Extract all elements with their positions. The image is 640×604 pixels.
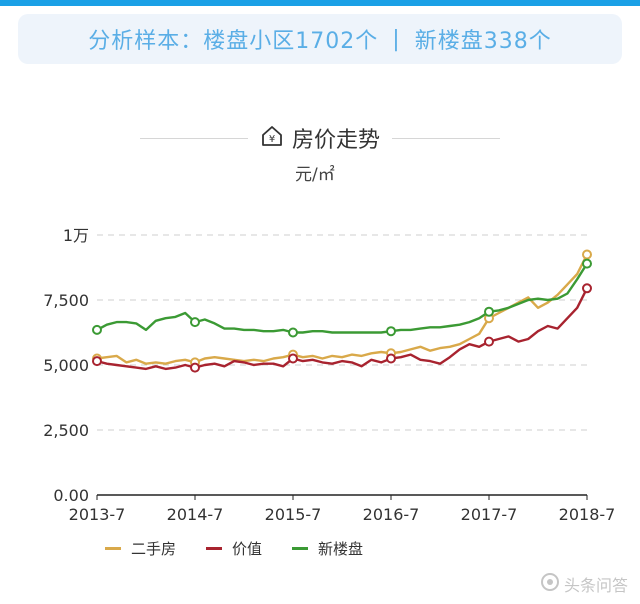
chart-header: ¥ 房价走势 [140, 118, 501, 158]
series-point-1 [288, 353, 298, 364]
series-point-1 [484, 336, 494, 347]
legend-label-second-hand: 二手房 [131, 539, 177, 558]
legend-item-value: 价值 [206, 538, 262, 559]
series-point-2 [582, 258, 592, 269]
y-tick-label: 1万 [63, 226, 89, 245]
series-line-1 [96, 287, 589, 371]
y-tick-label: 5,000 [43, 356, 89, 375]
series-line-2 [96, 262, 589, 334]
new-project-count-label: 新楼盘338个 [414, 29, 552, 54]
sample-count-label: 分析样本：楼盘小区1702个 [88, 29, 379, 54]
top-accent-bar [0, 0, 640, 6]
chart-title: 房价走势 [292, 128, 381, 153]
svg-text:¥: ¥ [269, 134, 275, 145]
watermark: 头条问答 [540, 572, 628, 596]
house-price-icon: ¥ [260, 124, 284, 152]
x-tick-label: 2016-7 [363, 505, 420, 524]
y-tick-label: 0.00 [53, 486, 89, 505]
watermark-logo-icon [540, 572, 560, 596]
x-tick-label: 2018-7 [559, 505, 616, 524]
banner-separator: | [392, 26, 401, 52]
legend-swatch-second-hand [105, 546, 121, 550]
series-point-1 [582, 283, 592, 294]
legend-item-second-hand: 二手房 [105, 538, 176, 559]
chart-legend: 二手房 价值 新楼盘 [105, 536, 393, 560]
legend-item-new-project: 新楼盘 [292, 538, 363, 559]
header-rule-left [140, 137, 248, 139]
legend-label-value: 价值 [232, 539, 263, 558]
series-point-0 [582, 249, 592, 260]
series-point-2 [92, 324, 102, 335]
x-tick-label: 2015-7 [265, 505, 322, 524]
series-point-2 [484, 306, 494, 317]
series-point-2 [288, 327, 298, 338]
series-point-2 [190, 317, 200, 328]
series-point-1 [190, 362, 200, 373]
legend-swatch-value [206, 546, 223, 550]
y-tick-label: 7,500 [43, 291, 89, 310]
x-tick-label: 2013-7 [69, 505, 126, 524]
watermark-text: 头条问答 [563, 576, 628, 595]
header-rule-right [392, 137, 501, 139]
legend-swatch-new-project [292, 546, 309, 550]
y-tick-label: 2,500 [43, 421, 89, 440]
unit-label: 元/㎡ [295, 165, 335, 185]
series-line-0 [96, 253, 589, 365]
series-point-1 [386, 353, 396, 364]
x-tick-label: 2014-7 [167, 505, 224, 524]
legend-label-new-project: 新楼盘 [318, 539, 364, 558]
series-point-1 [92, 356, 102, 367]
sample-banner: 分析样本：楼盘小区1702个 | 新楼盘338个 [18, 14, 622, 64]
x-tick-label: 2017-7 [461, 505, 518, 524]
series-point-2 [386, 326, 396, 337]
